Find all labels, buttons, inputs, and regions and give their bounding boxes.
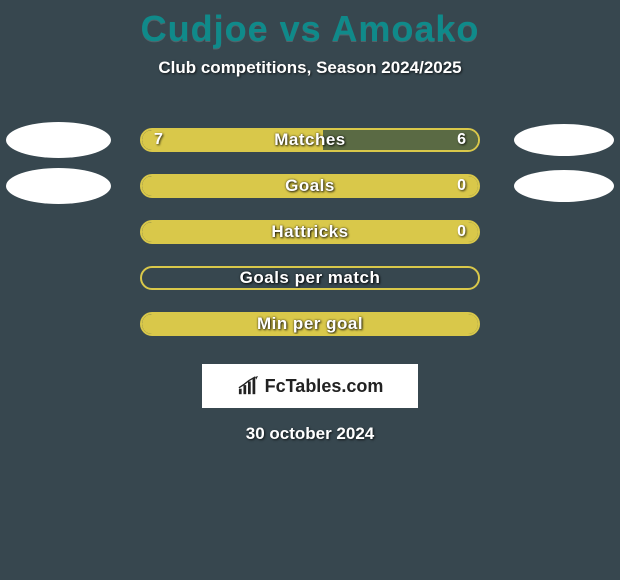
subtitle: Club competitions, Season 2024/2025 [0,58,620,78]
stat-bar: Min per goal [140,312,480,336]
date-label: 30 october 2024 [0,424,620,444]
chart-icon [237,376,259,396]
player-avatar-right [514,170,614,202]
stat-row: 0Goals [0,162,620,208]
stat-row: 76Matches [0,116,620,162]
stat-label: Hattricks [142,222,478,242]
stats-container: 76Matches 0Goals 0Hattricks Goals per match… [0,116,620,346]
stat-bar: 0Hattricks [140,220,480,244]
player-avatar-left [6,122,111,158]
stat-row: 0Hattricks [0,208,620,254]
branding-text: FcTables.com [265,376,384,397]
stat-bar: Goals per match [140,266,480,290]
page-title: Cudjoe vs Amoako [0,0,620,50]
stat-row: Goals per match [0,254,620,300]
comparison-infographic: Cudjoe vs Amoako Club competitions, Seas… [0,0,620,580]
stat-label: Matches [142,130,478,150]
branding-badge: FcTables.com [202,364,418,408]
stat-label: Goals [142,176,478,196]
stat-bar: 0Goals [140,174,480,198]
stat-label: Min per goal [142,314,478,334]
player-avatar-right [514,124,614,156]
stat-bar: 76Matches [140,128,480,152]
stat-label: Goals per match [142,268,478,288]
stat-row: Min per goal [0,300,620,346]
player-avatar-left [6,168,111,204]
